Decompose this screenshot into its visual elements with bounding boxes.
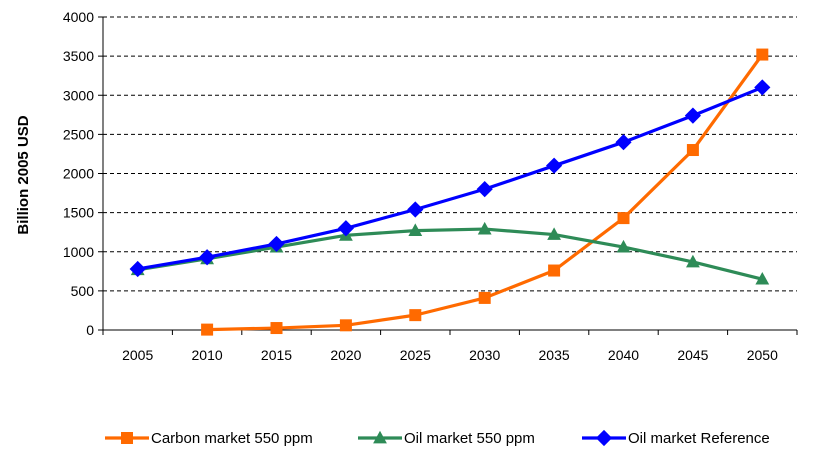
- x-tick-label: 2005: [122, 347, 153, 363]
- data-point-diamond: [268, 235, 285, 253]
- y-tick-label: 3000: [63, 87, 94, 103]
- gridlines: [103, 16, 797, 292]
- data-point-diamond: [407, 201, 424, 218]
- data-point-square: [201, 323, 214, 336]
- data-point-square: [339, 319, 352, 332]
- x-tick-label: 2040: [608, 347, 639, 363]
- x-tick-label: 2050: [747, 347, 778, 363]
- data-point-triangle: [547, 227, 561, 240]
- data-point-square: [121, 432, 133, 444]
- legend-label: Carbon market 550 ppm: [151, 430, 313, 447]
- series-square: [201, 48, 769, 336]
- data-point-diamond: [595, 429, 613, 447]
- series-line: [137, 227, 763, 281]
- series-group: [129, 48, 771, 336]
- legend: Carbon market 550 ppm Oil market 550 ppm O…: [105, 429, 770, 447]
- y-axis-title: Billion 2005 USD: [15, 115, 32, 234]
- data-point-triangle: [616, 239, 631, 253]
- y-tick-labels: 0 500 1000 1500 2000 2500 3000 3500 4000: [63, 9, 94, 338]
- y-tick-label: 1500: [63, 205, 94, 221]
- y-tick-label: 0: [86, 322, 94, 338]
- y-tick-label: 3500: [63, 48, 94, 64]
- data-point-diamond: [199, 249, 216, 266]
- x-tick-label: 2025: [400, 347, 431, 363]
- x-tick-label: 2035: [539, 347, 570, 363]
- y-tick-label: 500: [71, 283, 95, 299]
- data-point-square: [756, 48, 769, 61]
- data-point-diamond: [684, 107, 701, 124]
- legend-item: Oil market Reference: [582, 429, 770, 447]
- y-tick-label: 1000: [63, 244, 94, 260]
- data-point-diamond: [129, 260, 146, 278]
- x-tick-label: 2020: [330, 347, 361, 363]
- data-point-diamond: [754, 79, 771, 96]
- data-point-square: [548, 264, 561, 277]
- x-tick-label: 2010: [192, 347, 223, 363]
- legend-item: Carbon market 550 ppm: [105, 430, 313, 447]
- axes: [98, 16, 798, 335]
- series-diamond: [129, 79, 771, 278]
- x-tick-label: 2015: [261, 347, 292, 363]
- data-point-triangle: [477, 221, 492, 235]
- data-point-diamond: [615, 134, 632, 151]
- y-tick-label: 2000: [63, 166, 94, 182]
- data-point-triangle: [755, 271, 770, 285]
- legend-label: Oil market 550 ppm: [404, 430, 535, 447]
- legend-item: Oil market 550 ppm: [358, 430, 535, 447]
- data-point-triangle: [373, 430, 387, 444]
- data-point-square: [686, 144, 699, 157]
- data-point-diamond: [337, 220, 354, 237]
- y-tick-label: 2500: [63, 126, 94, 142]
- data-point-triangle: [686, 254, 700, 268]
- data-point-square: [617, 212, 630, 225]
- data-point-diamond: [476, 181, 493, 198]
- y-tick-label: 4000: [63, 9, 94, 25]
- x-tick-label: 2030: [469, 347, 500, 363]
- x-tick-label: 2045: [677, 347, 708, 363]
- data-point-triangle: [408, 223, 423, 237]
- data-point-square: [270, 322, 283, 335]
- data-point-square: [478, 291, 491, 304]
- legend-label: Oil market Reference: [628, 430, 770, 447]
- x-tick-labels: 2005 2010 2015 2020 2025 2030 2035 2040 2045 2050: [122, 347, 778, 363]
- data-point-diamond: [546, 157, 563, 174]
- series-line: [137, 85, 763, 271]
- data-point-square: [409, 309, 422, 322]
